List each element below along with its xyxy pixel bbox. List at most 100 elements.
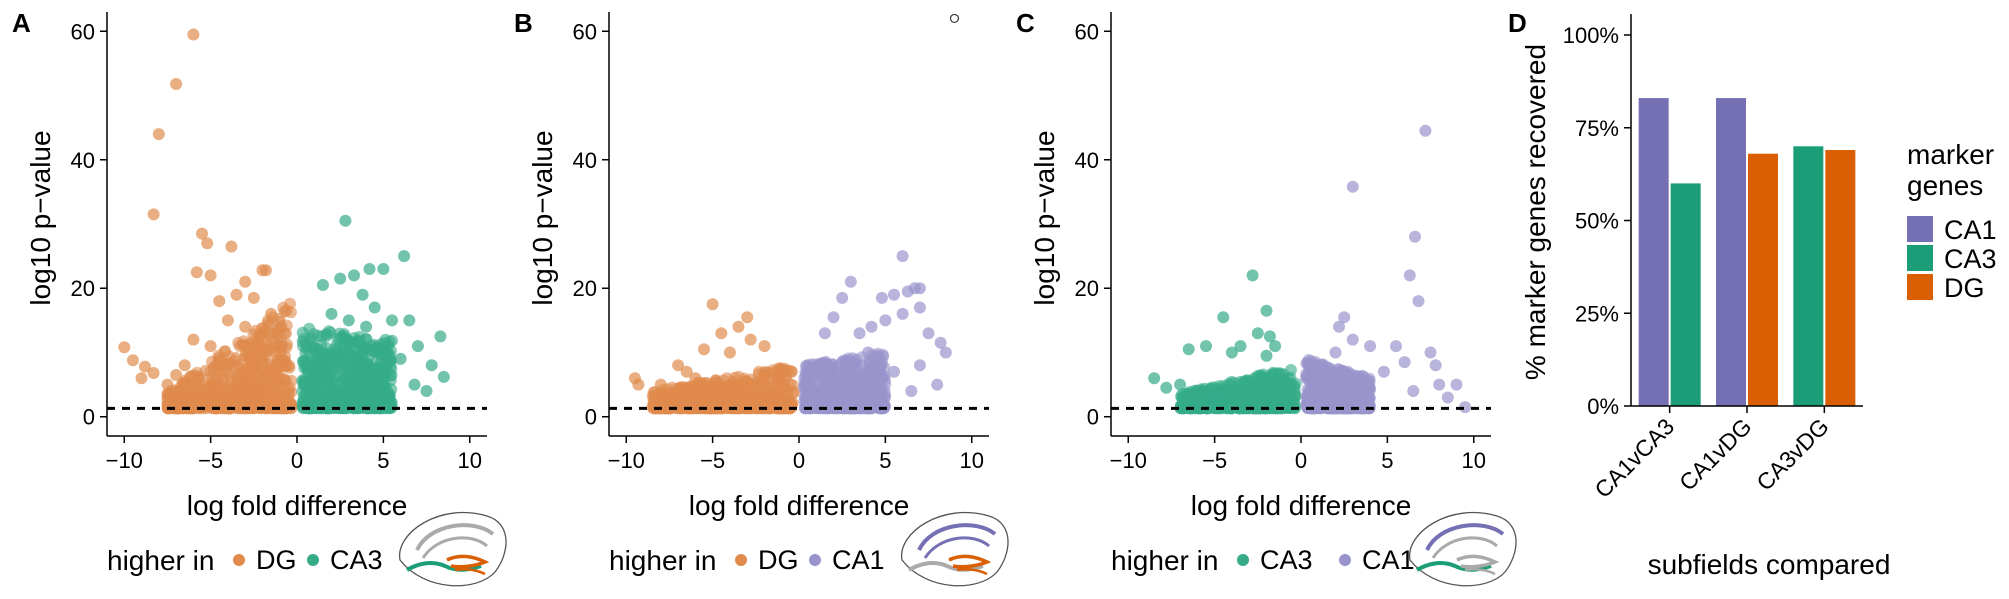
data-point: [260, 349, 273, 362]
y-tick-label: 40: [573, 148, 597, 173]
data-point: [1225, 386, 1237, 399]
data-point: [1175, 390, 1188, 403]
bar-ca3-ca3vdg: [1793, 146, 1824, 407]
y-tick-label: 25%: [1575, 301, 1619, 326]
data-point-ca1: [934, 336, 947, 349]
data-point: [771, 368, 784, 381]
ca1-inner-band: [923, 536, 990, 559]
x-tick-label: 5: [1381, 448, 1393, 473]
points-c: [1148, 124, 1472, 415]
x-axis-label-b: log fold difference: [689, 490, 910, 521]
data-point-dg: [632, 378, 645, 391]
legend-label-dg-b: DG: [758, 545, 799, 575]
data-point: [380, 397, 393, 410]
data-point-dg: [213, 295, 226, 308]
data-point-ca3: [368, 301, 381, 314]
axes-a: −10 −5 0 5 10 0 20 40 60: [71, 12, 487, 473]
data-point-ca1: [1409, 230, 1421, 243]
data-point: [1282, 372, 1295, 385]
legend-label-ca1-b: CA1: [832, 545, 885, 575]
data-point-dg: [221, 314, 234, 327]
x-axis-label-c: log fold difference: [1191, 490, 1412, 521]
data-point: [1257, 368, 1270, 381]
y-tick-label: 40: [71, 148, 95, 173]
data-point: [297, 333, 310, 345]
data-point-ca1: [1412, 295, 1425, 308]
data-point: [743, 390, 756, 403]
data-point-dg: [135, 372, 148, 385]
outlier-point: [949, 13, 960, 24]
data-point: [725, 390, 737, 402]
data-point: [679, 382, 692, 395]
data-point-dg: [190, 266, 203, 279]
data-point-ca3: [1234, 340, 1247, 353]
data-point: [1187, 397, 1200, 410]
data-point: [1212, 399, 1225, 412]
data-point-dg: [744, 333, 757, 346]
data-point-ca3: [1269, 340, 1282, 353]
ca1-band: [415, 523, 495, 551]
y-tick-label: 0: [585, 405, 597, 430]
data-point: [307, 328, 320, 341]
x-tick-label: −5: [1202, 448, 1227, 473]
data-point-ca1: [1433, 378, 1446, 391]
data-point: [1242, 377, 1255, 389]
data-point-ca1: [1407, 385, 1420, 397]
data-point-ca3: [360, 320, 373, 333]
data-point: [1326, 382, 1339, 394]
data-point-dg: [230, 288, 243, 301]
data-point-ca1: [922, 327, 935, 340]
y-tick-label: 60: [573, 19, 597, 44]
bars-d: [1638, 98, 1856, 407]
data-point-ca1: [1450, 378, 1463, 391]
data-point: [1241, 390, 1254, 403]
y-tick-label: 20: [71, 276, 95, 301]
data-point: [805, 365, 818, 378]
data-point-ca1: [939, 346, 952, 359]
data-point: [1305, 360, 1318, 373]
y-tick-label: 100%: [1563, 23, 1619, 48]
x-tick-label: 5: [377, 448, 389, 473]
data-point-ca3: [377, 263, 390, 275]
legend-label-ca1-c: CA1: [1362, 545, 1415, 575]
x-tick-label: −5: [198, 448, 223, 473]
data-point: [1267, 402, 1280, 415]
data-point: [164, 388, 177, 401]
data-point: [364, 368, 377, 381]
panel-label-a: A: [12, 8, 31, 38]
data-point-ca1: [1419, 124, 1432, 137]
data-point: [353, 334, 366, 347]
data-point-ca1: [879, 314, 892, 327]
data-point-dg: [706, 298, 719, 311]
data-point-dg: [152, 128, 165, 141]
data-point-ca1: [818, 327, 831, 340]
hippocampus-outline: [1409, 511, 1517, 587]
data-point: [715, 388, 728, 401]
data-point: [661, 399, 674, 412]
data-point-dg: [239, 320, 252, 333]
data-point-ca1: [1390, 340, 1402, 353]
data-point-ca1: [1429, 359, 1442, 372]
data-point-ca1: [888, 365, 900, 378]
data-point: [232, 336, 245, 349]
volcano-plot-a: −10 −5 0 5 10 0 20 40 60 log10 p−value log fold …: [25, 12, 507, 587]
data-point: [864, 357, 877, 370]
x-tick-label: CA3vDG: [1751, 413, 1834, 496]
x-tick-label: 0: [1295, 448, 1307, 473]
axes-b: −10 −5 0 5 10 0 20 40 60: [573, 12, 989, 473]
data-point-ca3: [334, 272, 347, 285]
data-point-ca3: [394, 352, 407, 365]
y-tick-label: 40: [1075, 148, 1099, 173]
data-point: [321, 349, 334, 362]
data-point-dg: [689, 372, 702, 385]
data-point: [323, 402, 336, 415]
legend-key-ca3-c: [1237, 554, 1249, 566]
data-point-ca3: [1246, 269, 1259, 282]
data-point: [299, 346, 312, 359]
y-tick-label: 0: [83, 405, 95, 430]
data-point-ca1: [875, 291, 888, 304]
legend-key-ca3-d: [1907, 245, 1933, 271]
data-point-ca3: [1217, 311, 1230, 324]
data-point: [332, 360, 345, 373]
